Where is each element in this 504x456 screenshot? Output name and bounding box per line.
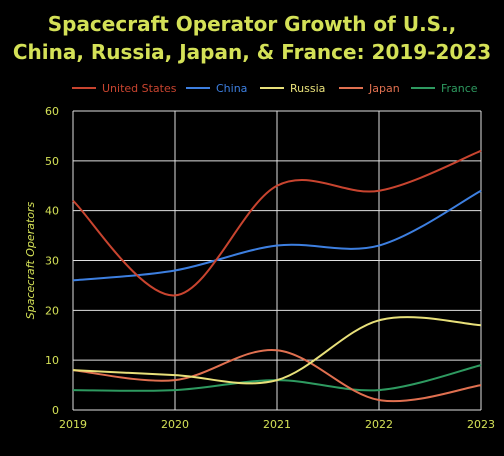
legend-label-france: France [441, 82, 478, 95]
x-tick-label: 2023 [467, 418, 495, 431]
chart-title-line2: China, Russia, Japan, & France: 2019-202… [12, 40, 492, 64]
x-tick-label: 2021 [263, 418, 291, 431]
series-line-china [72, 189, 482, 282]
legend-label-russia: Russia [290, 82, 325, 95]
y-tick-label: 30 [45, 255, 59, 268]
y-axis-label: Spacecraft Operators [24, 201, 37, 319]
legend-label-china: China [216, 82, 247, 95]
legend-label-japan: Japan [368, 82, 400, 95]
series-line-russia [72, 316, 482, 385]
y-tick-label: 0 [52, 404, 59, 417]
y-tick-label: 60 [45, 105, 59, 118]
y-tick-label: 40 [45, 205, 59, 218]
y-tick-label: 10 [45, 354, 59, 367]
chart-title-line1: Spacecraft Operator Growth of U.S., [47, 12, 457, 36]
series-line-united-states [72, 149, 482, 297]
x-tick-label: 2019 [59, 418, 87, 431]
legend-label-united-states: United States [102, 82, 177, 95]
x-tick-label: 2022 [365, 418, 393, 431]
y-tick-label: 20 [45, 304, 59, 317]
x-tick-label: 2020 [161, 418, 189, 431]
series-line-japan [72, 349, 482, 403]
y-tick-label: 50 [45, 155, 59, 168]
